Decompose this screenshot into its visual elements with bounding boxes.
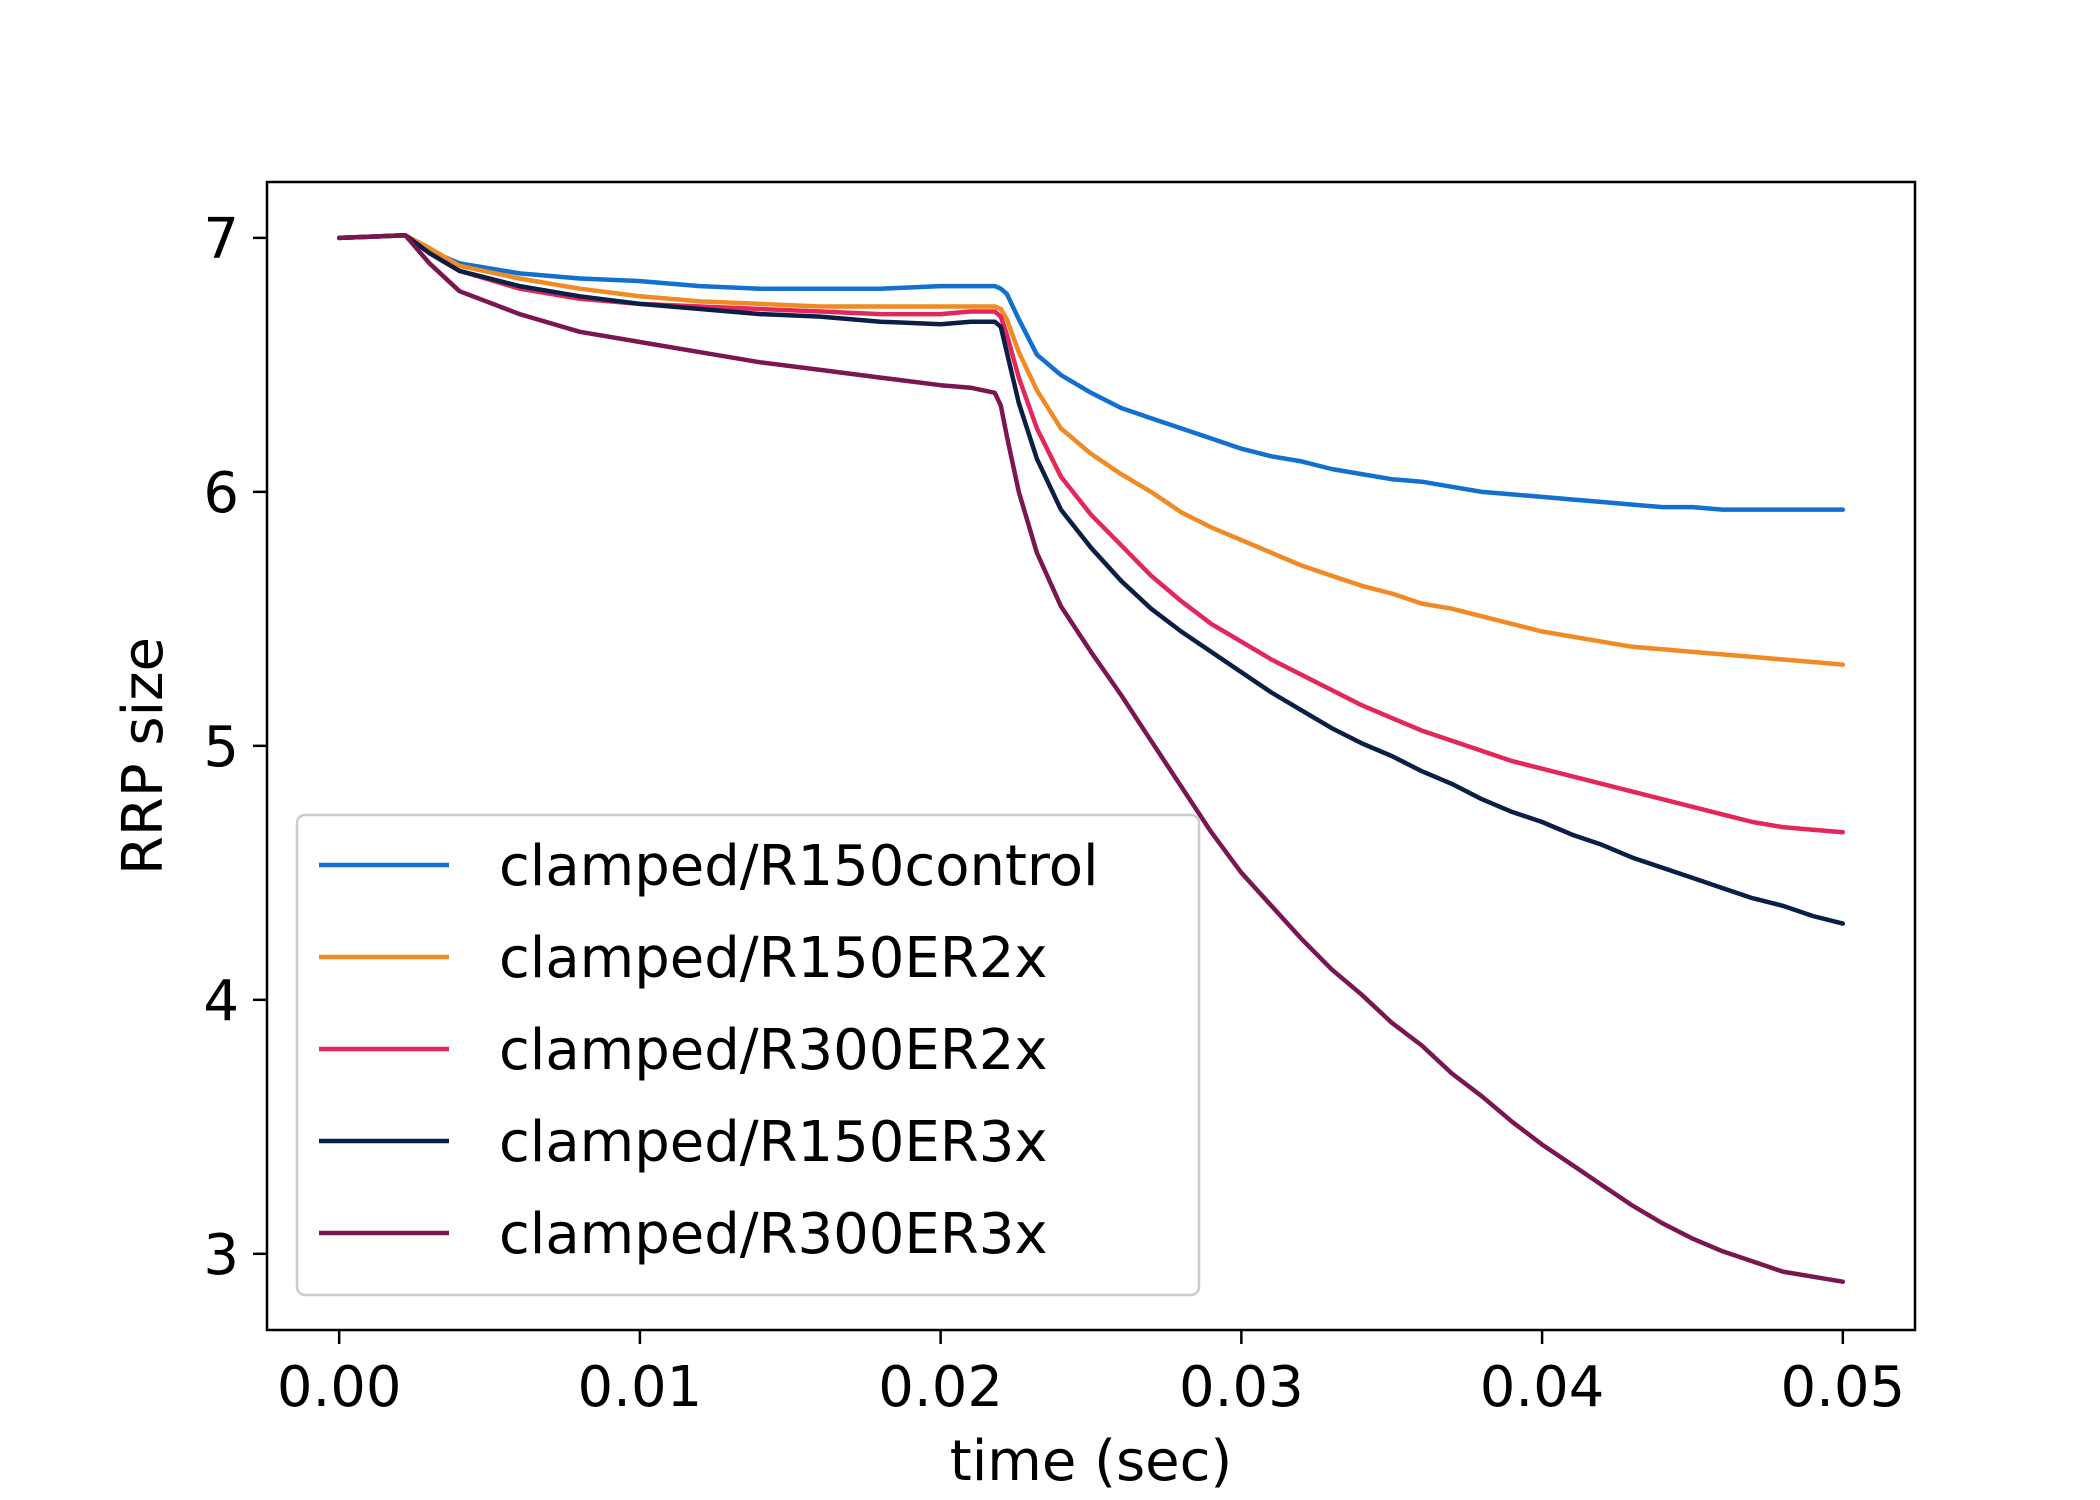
x-axis: 0.00 0.01 0.02 0.03 0.04 0.05 xyxy=(277,1330,1905,1420)
x-tick-label: 0.05 xyxy=(1780,1355,1905,1420)
series-line-2 xyxy=(336,233,1846,667)
y-tick-label: 6 xyxy=(203,461,239,526)
x-axis-label: time (sec) xyxy=(950,1429,1232,1494)
x-tick-label: 0.01 xyxy=(578,1355,703,1420)
legend-label-3: clamped/R300ER2x xyxy=(499,1018,1048,1083)
y-tick-label: 5 xyxy=(203,715,239,780)
x-tick-label: 0.00 xyxy=(277,1355,402,1420)
legend: clamped/R150control clamped/R150ER2x clamp… xyxy=(295,813,1201,1297)
series-layer xyxy=(336,233,1846,1284)
legend-box xyxy=(295,813,1201,1297)
x-tick-label: 0.02 xyxy=(878,1355,1003,1420)
y-axis-label: RRP size xyxy=(111,637,176,875)
y-tick-label: 3 xyxy=(203,1223,239,1288)
series-line-4 xyxy=(336,233,1846,926)
y-axis: 3 4 5 6 7 xyxy=(203,207,267,1288)
x-tick-label: 0.04 xyxy=(1480,1355,1605,1420)
series-line-3 xyxy=(336,233,1846,835)
legend-label-1: clamped/R150control xyxy=(499,834,1099,899)
x-tick-label: 0.03 xyxy=(1179,1355,1304,1420)
series-line-5 xyxy=(336,233,1846,1284)
legend-label-2: clamped/R150ER2x xyxy=(499,926,1048,991)
series-line-1 xyxy=(336,233,1846,512)
y-tick-label: 4 xyxy=(203,969,239,1034)
legend-label-5: clamped/R300ER3x xyxy=(499,1202,1048,1267)
y-tick-label: 7 xyxy=(203,207,239,272)
plot-area-frame xyxy=(265,180,1917,1332)
legend-label-4: clamped/R150ER3x xyxy=(499,1110,1048,1175)
